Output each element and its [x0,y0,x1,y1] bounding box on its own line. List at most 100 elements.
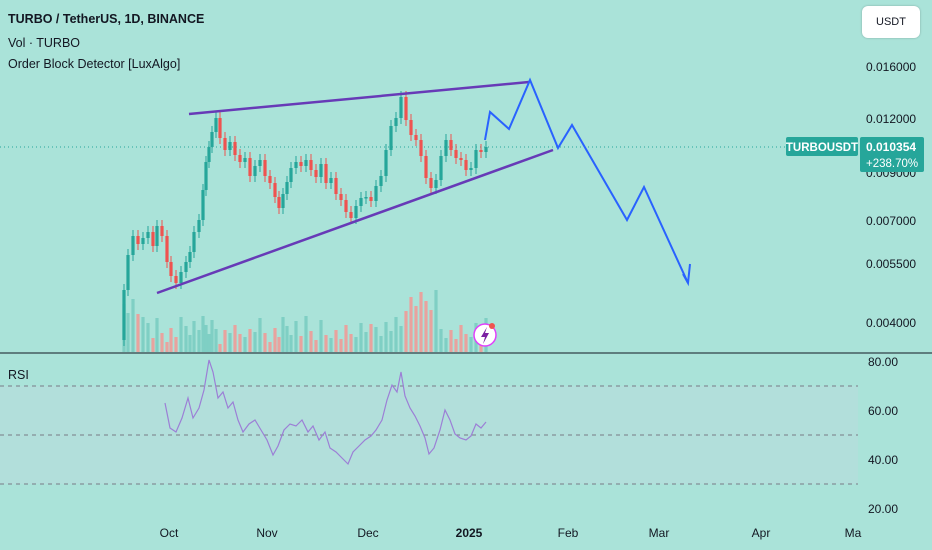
volume-bar [218,344,222,352]
symbol-title[interactable]: TURBO / TetherUS, 1D, BINANCE [8,12,205,26]
volume-bar [155,318,159,352]
projection-path[interactable] [484,77,689,284]
candle-body [344,200,348,212]
candle-body [349,212,353,218]
candle-body [204,162,208,190]
candle-body [238,155,242,162]
volume-bar [319,320,323,352]
volume-bar [179,317,183,352]
candle-body [414,135,418,140]
candle-body [285,182,289,194]
time-tick: Dec [357,526,378,540]
currency-button[interactable]: USDT [862,6,920,38]
volume-bar [263,333,267,352]
volume-bar [294,321,298,352]
volume-bar [210,320,214,352]
volume-bar [454,339,458,352]
volume-bar [207,334,211,352]
time-tick: Ma [845,526,862,540]
price-tick: 0.007000 [866,214,916,228]
candle-body [131,236,135,255]
candle-body [201,190,205,220]
candle-body [207,147,211,162]
volume-bar [165,342,169,352]
candle-body [449,140,453,150]
volume-bar [277,337,281,352]
volume-bar [141,317,145,352]
candle-body [374,186,378,201]
volume-bar [289,335,293,352]
time-axis[interactable]: Oct Nov Dec 2025 Feb Mar Apr Ma [160,526,862,540]
last-price-badge-bg [860,137,924,172]
volume-bar [444,338,448,352]
candle-body [404,97,408,120]
candle-body [369,197,373,201]
candle-body [165,236,169,262]
candle-body [459,158,463,160]
candle-body [444,140,448,156]
rsi-tick: 60.00 [868,404,898,418]
volume-bar [434,290,438,352]
volume-bar [258,318,262,352]
candle-body [424,156,428,178]
candle-body [160,226,164,236]
candle-body [434,180,438,188]
wedge-lower-trendline[interactable] [156,148,554,295]
candle-body [151,232,155,246]
volume-bar [459,325,463,352]
candle-body [273,183,277,197]
volume-bar [404,311,408,352]
volume-bars [122,290,488,352]
time-tick: Apr [752,526,771,540]
wedge-upper-trendline[interactable] [188,80,530,116]
candle-body [197,220,201,232]
price-axis[interactable]: 0.016000 0.012000 0.009000 0.007000 0.00… [866,60,916,330]
volume-bar [419,292,423,352]
candle-body [228,142,232,150]
price-tick: 0.016000 [866,60,916,74]
candle-body [429,178,433,188]
volume-legend[interactable]: Vol · TURBO [8,36,81,50]
volume-bar [299,336,303,352]
indicator-legend[interactable]: Order Block Detector [LuxAlgo] [8,57,181,71]
candle-body [126,255,130,290]
candle-body [281,194,285,208]
candle-body [263,160,267,176]
candle-body [474,150,478,168]
volume-bar [238,334,242,352]
candle-body [419,140,423,156]
candles [122,91,488,346]
price-badge: TURBOUSDT 0.010354 +238.70% [786,137,924,172]
volume-bar [374,327,378,352]
candle-body [399,97,403,118]
candle-body [384,150,388,176]
last-price-value: 0.010354 [866,140,916,154]
ideas-badge[interactable] [473,323,497,347]
volume-bar [285,326,289,352]
candle-body [439,156,443,180]
volume-bar [131,299,135,352]
volume-bar [223,330,227,352]
candle-body [192,232,196,252]
candle-body [464,160,468,170]
volume-bar [151,338,155,352]
volume-bar [469,337,473,352]
candle-body [258,160,262,166]
volume-bar [281,317,285,352]
volume-bar [379,336,383,352]
volume-bar [233,325,237,352]
rsi-axis[interactable]: 80.00 60.00 40.00 20.00 [868,355,898,516]
rsi-tick: 20.00 [868,502,898,516]
volume-bar [136,314,140,352]
candle-body [294,162,298,168]
volume-bar [204,325,208,352]
candle-body [268,176,272,183]
candle-body [479,150,483,152]
candle-body [174,276,178,283]
volume-bar [464,334,468,352]
rsi-tick: 40.00 [868,453,898,467]
rsi-label: RSI [8,368,29,382]
volume-bar [243,337,247,352]
candle-body [184,262,188,272]
